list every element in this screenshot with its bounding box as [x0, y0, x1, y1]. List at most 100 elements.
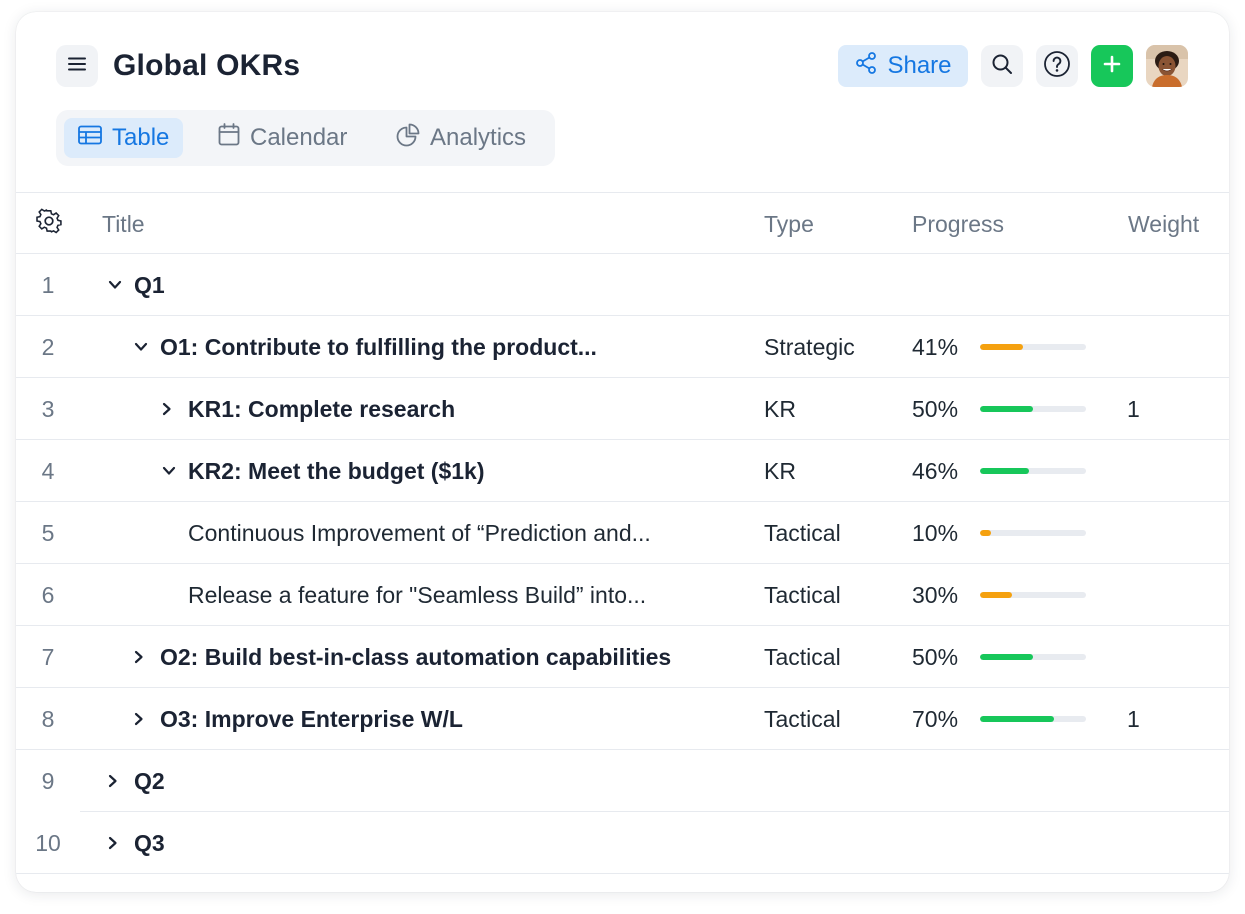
plus-icon [1102, 54, 1122, 79]
row-title[interactable]: Continuous Improvement of “Prediction an… [188, 519, 651, 546]
row-progress-value: 70% [912, 705, 959, 732]
chevron-down-icon[interactable] [108, 272, 134, 298]
row-number: 8 [41, 705, 55, 732]
okr-card: Global OKRs Share [16, 12, 1229, 892]
progress-bar-fill [980, 716, 1055, 722]
row-progress-value: 46% [912, 457, 959, 484]
tab-analytics[interactable]: Analytics [382, 118, 540, 158]
chevron-right-icon[interactable] [134, 644, 160, 670]
pie-chart-icon [396, 123, 420, 154]
table-row[interactable]: 5 Continuous Improvement of “Prediction a… [16, 502, 1229, 564]
view-switcher: Table Calendar Analytics [56, 110, 555, 166]
row-number: 1 [41, 271, 55, 298]
progress-bar-fill [980, 592, 1012, 598]
chevron-right-icon[interactable] [134, 706, 160, 732]
progress-bar-fill [980, 654, 1033, 660]
progress-bar-fill [980, 530, 991, 536]
table-row[interactable]: 8 O3: Improve Enterprise W/L Tactical 70% 1 [16, 688, 1229, 750]
column-header-title[interactable]: Title [102, 210, 145, 237]
row-title[interactable]: O2: Build best-in-class automation capab… [160, 643, 672, 670]
gear-icon [36, 208, 62, 240]
table-row[interactable]: 2 O1: Contribute to fulfilling the produc… [16, 316, 1229, 378]
row-type: KR [764, 457, 796, 484]
row-title[interactable]: KR2: Meet the budget ($1k) [188, 457, 485, 484]
row-type: Tactical [764, 705, 841, 732]
row-progress-value: 50% [912, 643, 959, 670]
help-button[interactable] [1036, 45, 1078, 87]
row-title-cell: Q3 [108, 812, 165, 874]
row-progress-value: 50% [912, 395, 959, 422]
chevron-right-icon[interactable] [162, 396, 188, 422]
row-number: 2 [41, 333, 55, 360]
okr-table: Title Type Progress Weight 1 Q1 2 O1: Contr… [16, 192, 1229, 874]
row-type: KR [764, 395, 796, 422]
row-type: Tactical [764, 581, 841, 608]
row-progress-value: 30% [912, 581, 959, 608]
search-icon [990, 52, 1014, 81]
table-row[interactable]: 3 KR1: Complete research KR 50% 1 [16, 378, 1229, 440]
table-row[interactable]: 4 KR2: Meet the budget ($1k) KR 46% [16, 440, 1229, 502]
row-title-cell: Continuous Improvement of “Prediction an… [188, 502, 651, 564]
table-settings-button[interactable] [36, 193, 62, 255]
share-label: Share [887, 52, 952, 79]
progress-bar-fill [980, 406, 1033, 412]
table-row[interactable]: 1 Q1 [16, 254, 1229, 316]
row-progress-value: 41% [912, 333, 959, 360]
row-title-cell: O2: Build best-in-class automation capab… [134, 626, 671, 688]
row-number: 6 [41, 581, 55, 608]
table-body: 1 Q1 2 O1: Contribute to fulfilling the pro… [16, 254, 1229, 874]
tab-label: Calendar [250, 124, 348, 151]
progress-bar [980, 468, 1086, 474]
row-number: 10 [35, 829, 61, 856]
table-row[interactable]: 10 Q3 [16, 812, 1229, 874]
page-title: Global OKRs [113, 49, 301, 82]
row-number: 5 [41, 519, 55, 546]
row-type: Tactical [764, 643, 841, 670]
column-header-weight[interactable]: Weight [1128, 210, 1200, 237]
chevron-right-icon[interactable] [108, 830, 134, 856]
tab-table[interactable]: Table [64, 118, 184, 158]
user-avatar[interactable] [1146, 45, 1188, 87]
row-title[interactable]: O3: Improve Enterprise W/L [160, 705, 463, 732]
row-title[interactable]: KR1: Complete research [188, 395, 456, 422]
row-number: 4 [41, 457, 55, 484]
row-title[interactable]: O1: Contribute to fulfilling the product… [160, 333, 597, 360]
chevron-down-icon[interactable] [134, 334, 160, 360]
row-title-cell: Q1 [108, 254, 165, 316]
row-title-cell: KR1: Complete research [162, 378, 455, 440]
table-row[interactable]: 9 Q2 [16, 750, 1229, 812]
search-button[interactable] [981, 45, 1023, 87]
table-row[interactable]: 6 Release a feature for "Seamless Build” … [16, 564, 1229, 626]
progress-bar-fill [980, 468, 1029, 474]
row-title-cell: O3: Improve Enterprise W/L [134, 688, 463, 750]
row-title[interactable]: Q2 [134, 767, 165, 794]
row-title[interactable]: Release a feature for "Seamless Build” i… [188, 581, 647, 608]
progress-bar [980, 344, 1086, 350]
row-title-cell: O1: Contribute to fulfilling the product… [134, 316, 597, 378]
chevron-right-icon[interactable] [108, 768, 134, 794]
row-title[interactable]: Q3 [134, 829, 165, 856]
column-header-type[interactable]: Type [764, 210, 814, 237]
row-number: 3 [41, 395, 55, 422]
row-weight[interactable]: 1 [1127, 705, 1140, 732]
progress-bar [980, 406, 1086, 412]
column-header-progress[interactable]: Progress [912, 210, 1005, 237]
row-title-cell: KR2: Meet the budget ($1k) [162, 440, 484, 502]
add-button[interactable] [1091, 45, 1133, 87]
share-button[interactable]: Share [838, 45, 968, 87]
menu-button[interactable] [56, 45, 98, 87]
hamburger-menu-icon [67, 56, 87, 77]
chevron-down-icon[interactable] [162, 458, 188, 484]
row-progress-value: 10% [912, 519, 959, 546]
row-number: 7 [41, 643, 55, 670]
row-title[interactable]: Q1 [134, 271, 165, 298]
tab-calendar[interactable]: Calendar [204, 118, 361, 158]
share-icon [854, 51, 878, 82]
tab-label: Table [112, 124, 170, 151]
progress-bar [980, 592, 1086, 598]
row-title-cell: Release a feature for "Seamless Build” i… [188, 564, 646, 626]
row-weight[interactable]: 1 [1127, 395, 1140, 422]
table-row[interactable]: 7 O2: Build best-in-class automation capa… [16, 626, 1229, 688]
table-icon [78, 124, 102, 152]
calendar-icon [218, 122, 240, 154]
